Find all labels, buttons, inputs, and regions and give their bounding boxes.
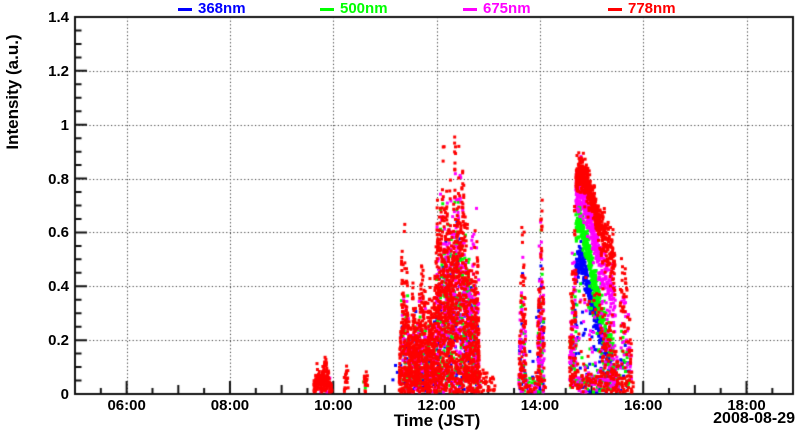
x-tick-label: 14:00 [520, 397, 560, 414]
x-tick-label: 10:00 [314, 397, 353, 414]
legend-entry-675nm: 675nm [463, 0, 531, 18]
legend-marker-675nm [463, 7, 477, 11]
legend-entry-500nm: 500nm [320, 0, 388, 18]
x-tick-label: 08:00 [210, 397, 250, 414]
y-tick-label: 0.6 [48, 224, 69, 242]
legend-label-675nm: 675nm [483, 0, 531, 17]
y-tick-label: 0.2 [48, 332, 69, 350]
y-tick-label: 0 [60, 386, 69, 403]
legend-marker-500nm [320, 7, 334, 11]
x-tick-label: 06:00 [107, 397, 146, 414]
legend-label-778nm: 778nm [628, 0, 676, 17]
y-tick-label: 1.4 [48, 9, 69, 26]
y-tick-label: 1 [60, 116, 69, 134]
y-tick-label: 0.8 [48, 170, 69, 188]
legend-entry-778nm: 778nm [608, 0, 676, 18]
legend-marker-778nm [608, 7, 622, 11]
x-axis-title: Time (JST) [393, 411, 481, 430]
date-label: 2008-08-29 [713, 410, 795, 427]
x-tick-label: 16:00 [624, 397, 663, 414]
legend-entry-368nm: 368nm [178, 0, 246, 18]
y-axis-title: Intensity (a.u.) [3, 34, 22, 150]
x-tick-label: 12:00 [417, 397, 456, 414]
y-tick-label: 1.2 [48, 62, 69, 80]
legend-label-500nm: 500nm [340, 0, 388, 17]
y-tick-label: 0.4 [48, 278, 69, 296]
legend-marker-368nm [178, 7, 192, 11]
x-tick-label: 18:00 [727, 397, 766, 414]
legend-label-368nm: 368nm [198, 0, 246, 17]
